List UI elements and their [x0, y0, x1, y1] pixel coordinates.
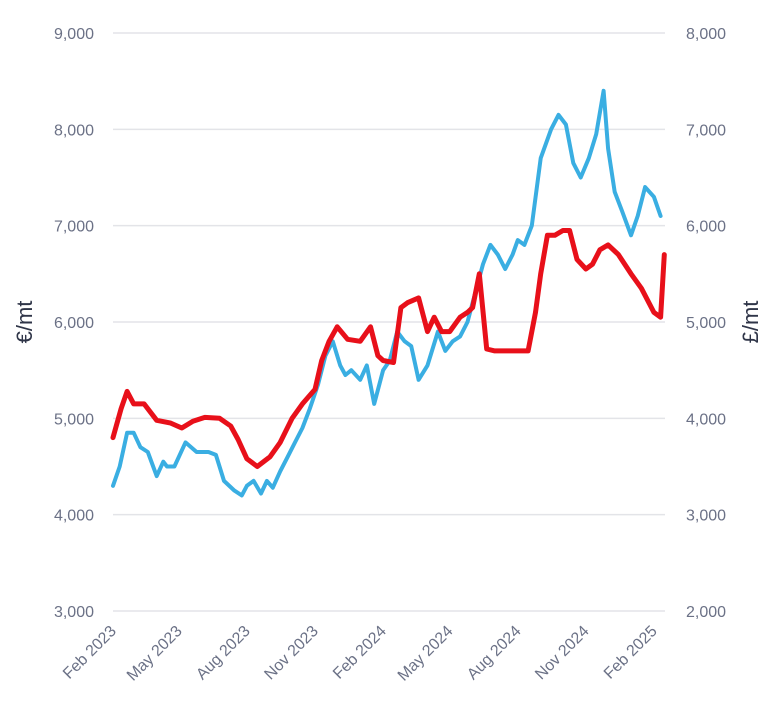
right-tick-label: 6,000	[686, 219, 726, 236]
left-tick-label: 8,000	[54, 122, 94, 139]
x-tick-label: Feb 2025	[601, 623, 661, 683]
left-tick-label: 7,000	[54, 219, 94, 236]
x-tick-label: Feb 2023	[60, 623, 120, 683]
right-tick-label: 8,000	[686, 26, 726, 43]
right-tick-label: 7,000	[686, 122, 726, 139]
left-tick-label: 6,000	[54, 315, 94, 332]
right-tick-label: 5,000	[686, 315, 726, 332]
x-tick-label: Nov 2023	[261, 623, 322, 684]
left-tick-label: 5,000	[54, 411, 94, 428]
x-tick-label: Feb 2024	[330, 623, 390, 683]
right-tick-label: 4,000	[686, 411, 726, 428]
series-lines	[110, 88, 667, 498]
right-axis-title: £/mt	[738, 301, 763, 344]
series-line-blue	[111, 88, 663, 498]
right-tick-label: 3,000	[686, 508, 726, 525]
right-axis-ticks: 2,000 3,000 4,000 5,000 6,000 7,000 8,000	[686, 26, 726, 621]
gridlines	[113, 32, 665, 612]
left-tick-label: 4,000	[54, 508, 94, 525]
left-tick-label: 9,000	[54, 26, 94, 43]
x-tick-label: Aug 2024	[464, 623, 525, 684]
x-tick-label: Nov 2024	[532, 623, 593, 684]
right-tick-label: 2,000	[686, 604, 726, 621]
x-tick-label: May 2023	[124, 623, 186, 685]
x-tick-label: May 2024	[395, 623, 457, 685]
left-axis-title: €/mt	[12, 301, 37, 344]
x-tick-label: Aug 2023	[193, 623, 254, 684]
x-axis-ticks: Feb 2023 May 2023 Aug 2023 Nov 2023 Feb 2024…	[60, 623, 661, 685]
left-axis-ticks: 3,000 4,000 5,000 6,000 7,000 8,000 9,000	[54, 26, 94, 621]
series-line-red	[110, 228, 667, 469]
left-tick-label: 3,000	[54, 604, 94, 621]
